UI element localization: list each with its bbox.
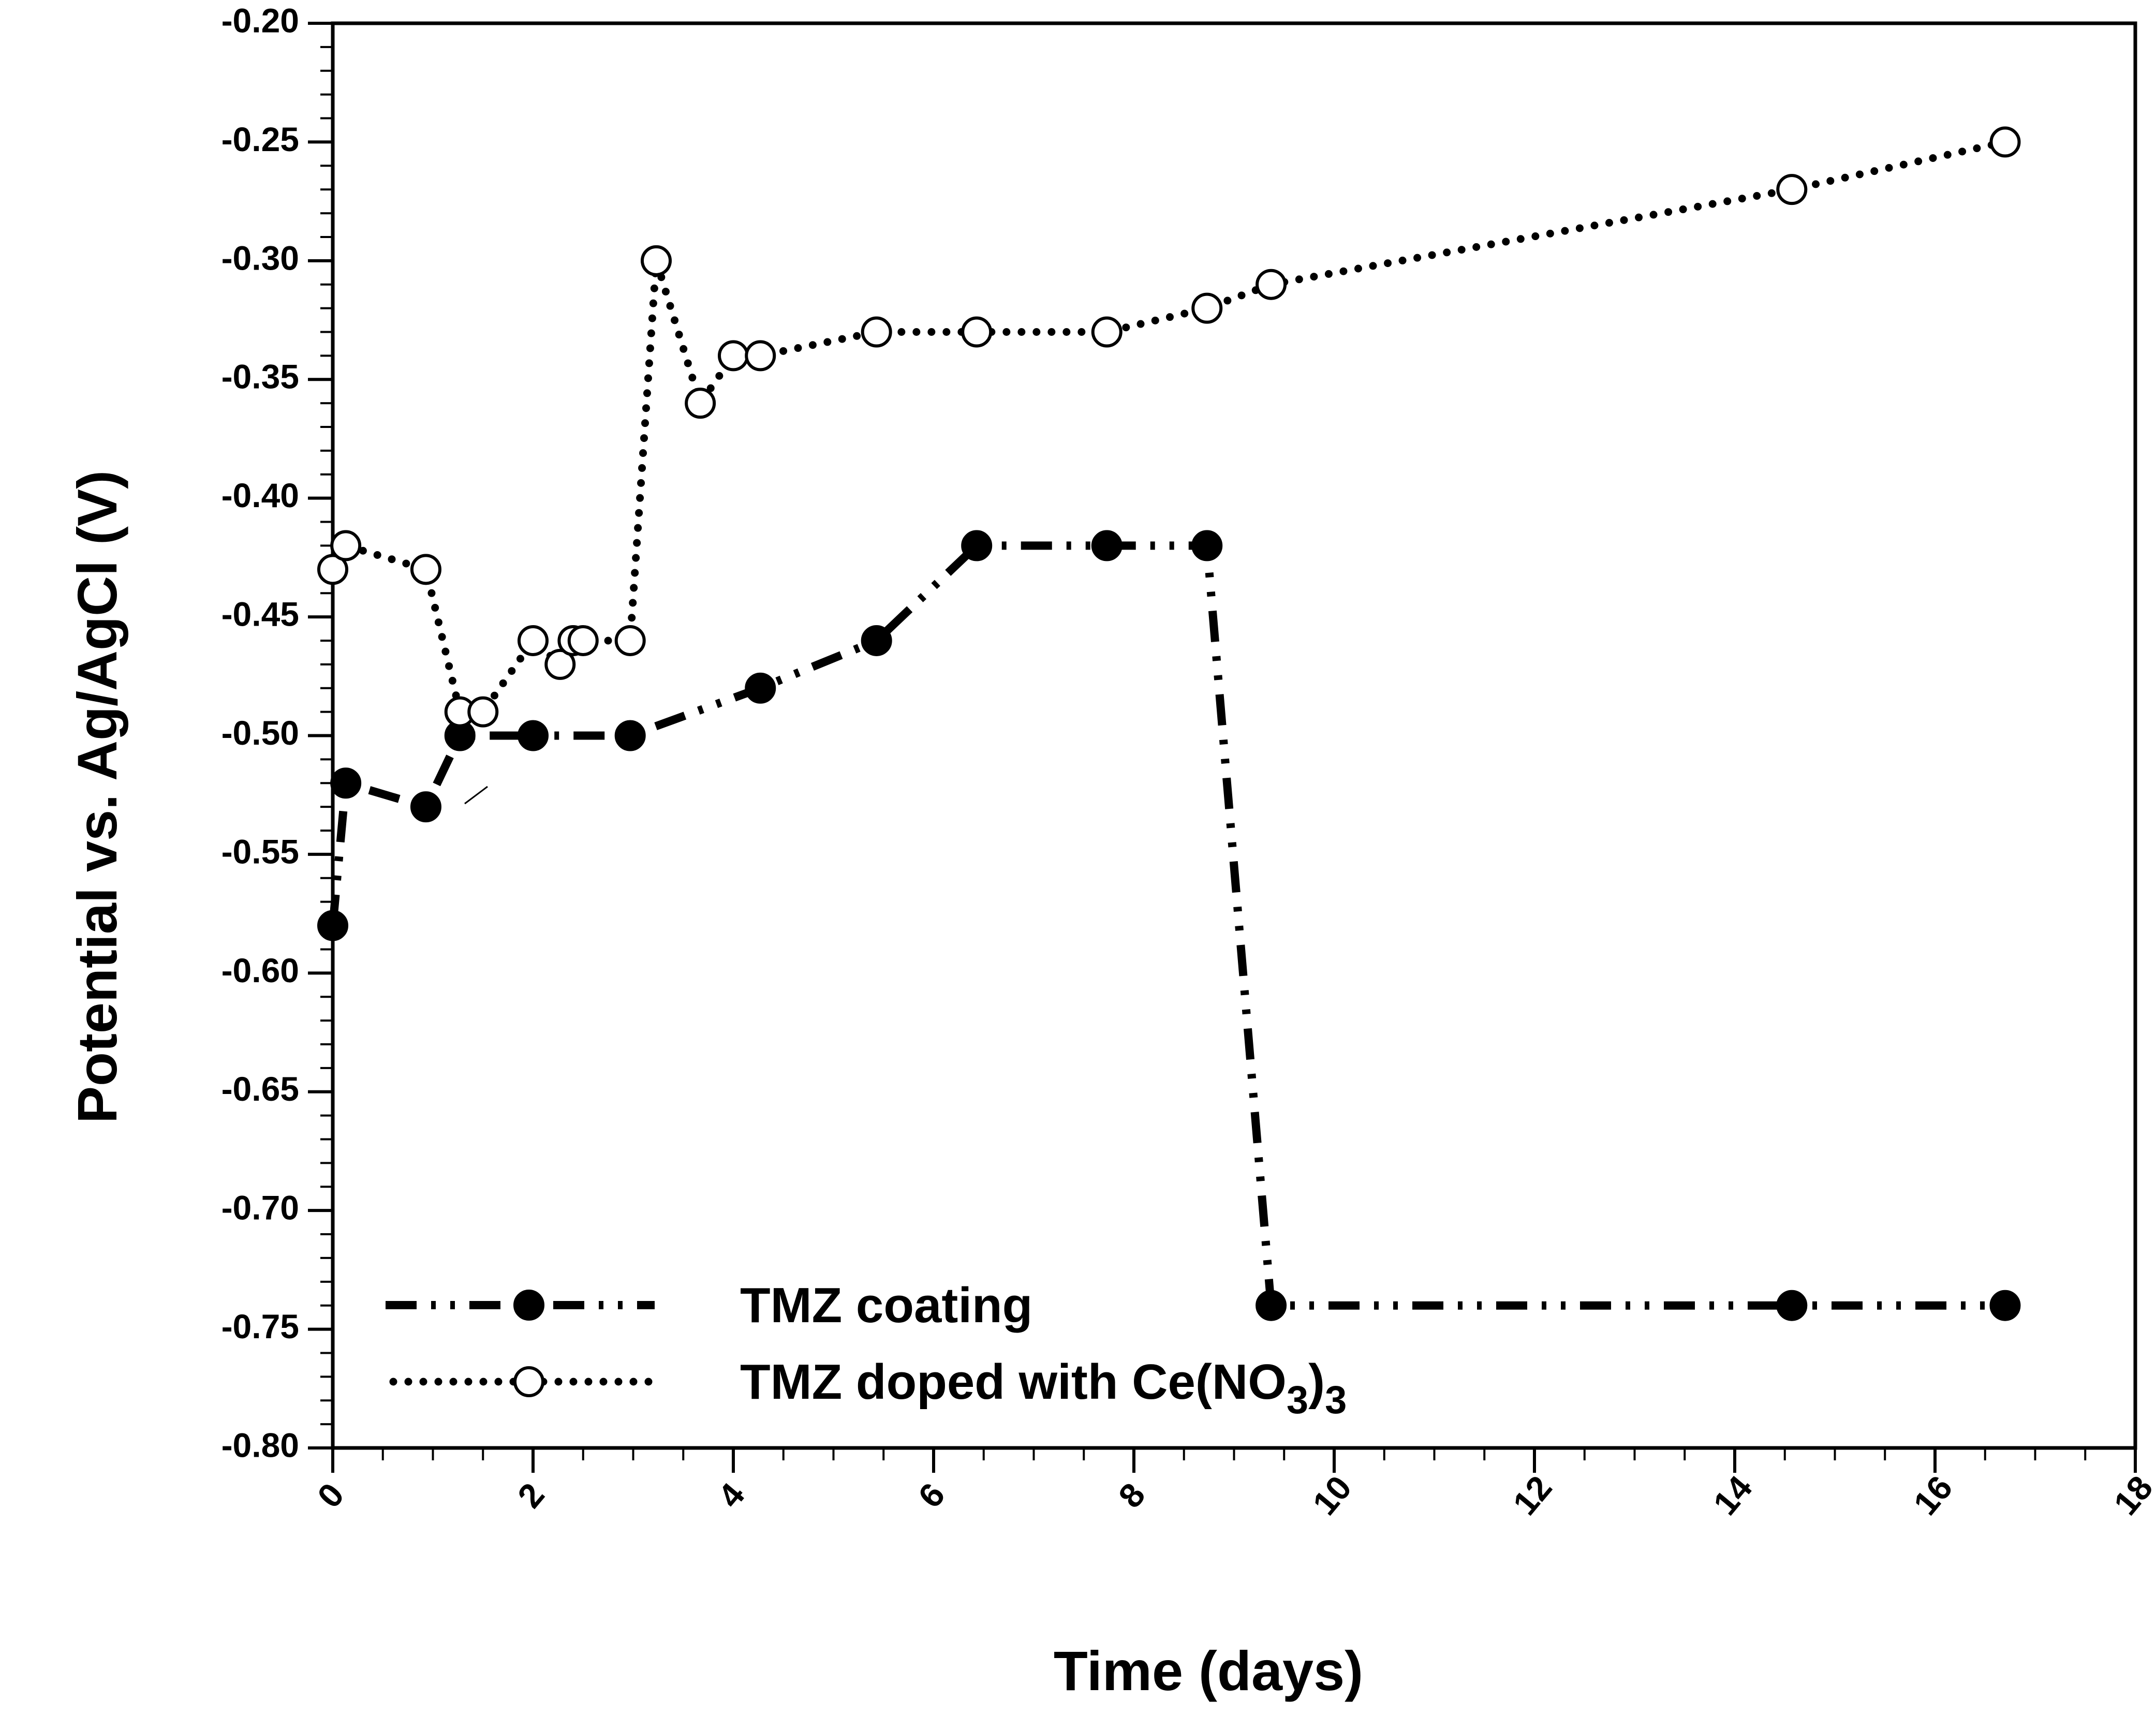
data-point-tmz-doped: [410, 554, 441, 585]
data-point-tmz-doped: [1989, 126, 2021, 158]
data-point-tmz-doped: [518, 625, 549, 656]
series-line-tmz-coating: [329, 541, 2005, 1310]
data-point-tmz-doped: [1191, 292, 1223, 324]
y-tick-label: -0.20: [221, 1, 299, 39]
y-tick-label: -0.75: [221, 1307, 299, 1345]
x-tick-label: 8: [1111, 1476, 1153, 1515]
legend-marker-tmz-coating: [513, 1290, 544, 1321]
data-point-tmz-doped: [1091, 316, 1123, 348]
y-tick-label: -0.50: [221, 714, 299, 752]
data-point-tmz-doped: [1776, 174, 1808, 205]
data-point-tmz-doped: [467, 696, 499, 728]
x-major-ticks: [331, 1448, 2137, 1473]
y-tick-labels: -0.20 -0.25 -0.30 -0.35 -0.40 -0.45 -0.50 -0.55…: [221, 1, 299, 1464]
data-point-tmz-coating: [518, 720, 549, 751]
y-axis-title: Potential vs. Ag/AgCl (V): [66, 470, 128, 1123]
data-point-tmz-coating: [1191, 530, 1223, 561]
x-tick-label: 18: [2106, 1469, 2156, 1522]
y-tick-label: -0.30: [221, 239, 299, 277]
data-point-tmz-doped: [861, 316, 892, 348]
data-point-tmz-doped: [745, 340, 776, 372]
legend-label-tmz-coating: TMZ coating: [740, 1278, 1032, 1333]
data-point-tmz-coating: [410, 791, 441, 823]
data-point-tmz-doped: [567, 625, 599, 656]
x-tick-label: 0: [310, 1476, 351, 1515]
x-tick-label: 4: [711, 1475, 752, 1515]
data-point-tmz-coating: [861, 625, 892, 656]
legend: TMZ coating TMZ doped with Ce(NO3)3: [386, 1278, 1347, 1422]
y-tick-label: -0.60: [221, 951, 299, 989]
data-point-tmz-coating: [1776, 1290, 1808, 1321]
x-tick-label: 10: [1305, 1469, 1359, 1522]
x-tick-label: 16: [1906, 1469, 1960, 1522]
data-point-tmz-coating: [1989, 1290, 2021, 1321]
y-major-ticks: [308, 22, 333, 1449]
y-tick-label: -0.55: [221, 832, 299, 870]
y-tick-label: -0.40: [221, 476, 299, 514]
data-point-tmz-doped: [685, 388, 716, 419]
data-point-tmz-coating: [614, 720, 646, 751]
y-tick-label: -0.35: [221, 358, 299, 396]
stray-mark: [464, 786, 488, 805]
x-axis-title: Time (days): [1054, 1639, 1363, 1702]
data-point-tmz-coating: [745, 672, 776, 704]
data-point-tmz-coating: [330, 767, 362, 799]
data-point-tmz-doped: [614, 625, 646, 656]
plot-frame: [331, 21, 2137, 1450]
data-point-tmz-doped: [317, 554, 348, 585]
x-tick-label: 2: [510, 1476, 552, 1515]
legend-label-tmz-doped-main: TMZ doped with Ce(NO: [740, 1354, 1287, 1410]
legend-label-tmz-doped: TMZ doped with Ce(NO3)3: [740, 1354, 1347, 1422]
legend-label-tmz-doped-close: ): [1308, 1354, 1325, 1410]
data-point-tmz-doped: [961, 316, 993, 348]
x-tick-label: 12: [1505, 1469, 1559, 1522]
data-point-tmz-coating: [1256, 1290, 1287, 1321]
y-tick-label: -0.70: [221, 1189, 299, 1227]
data-point-tmz-coating: [1091, 530, 1123, 561]
series-layer: [317, 126, 2021, 1321]
data-point-tmz-doped: [330, 530, 362, 561]
x-tick-label: 14: [1706, 1468, 1760, 1522]
y-tick-label: -0.45: [221, 595, 299, 633]
data-point-tmz-coating: [961, 530, 993, 561]
legend-label-tmz-doped-sub1: 3: [1287, 1378, 1308, 1422]
y-tick-label: -0.65: [221, 1070, 299, 1108]
y-tick-label: -0.25: [221, 120, 299, 158]
data-point-tmz-doped: [641, 245, 672, 276]
data-point-tmz-doped: [544, 648, 576, 680]
legend-marker-tmz-doped: [513, 1366, 544, 1397]
legend-label-tmz-doped-sub2: 3: [1325, 1378, 1347, 1422]
data-point-tmz-doped: [718, 340, 749, 372]
data-point-tmz-doped: [1256, 269, 1287, 300]
x-tick-labels: 0 2 4 6 8 10 12 14 16 18: [310, 1468, 2156, 1522]
x-minor-ticks: [381, 1448, 2087, 1460]
data-point-tmz-coating: [317, 910, 348, 941]
x-tick-label: 6: [911, 1476, 952, 1515]
y-tick-label: -0.80: [221, 1426, 299, 1464]
